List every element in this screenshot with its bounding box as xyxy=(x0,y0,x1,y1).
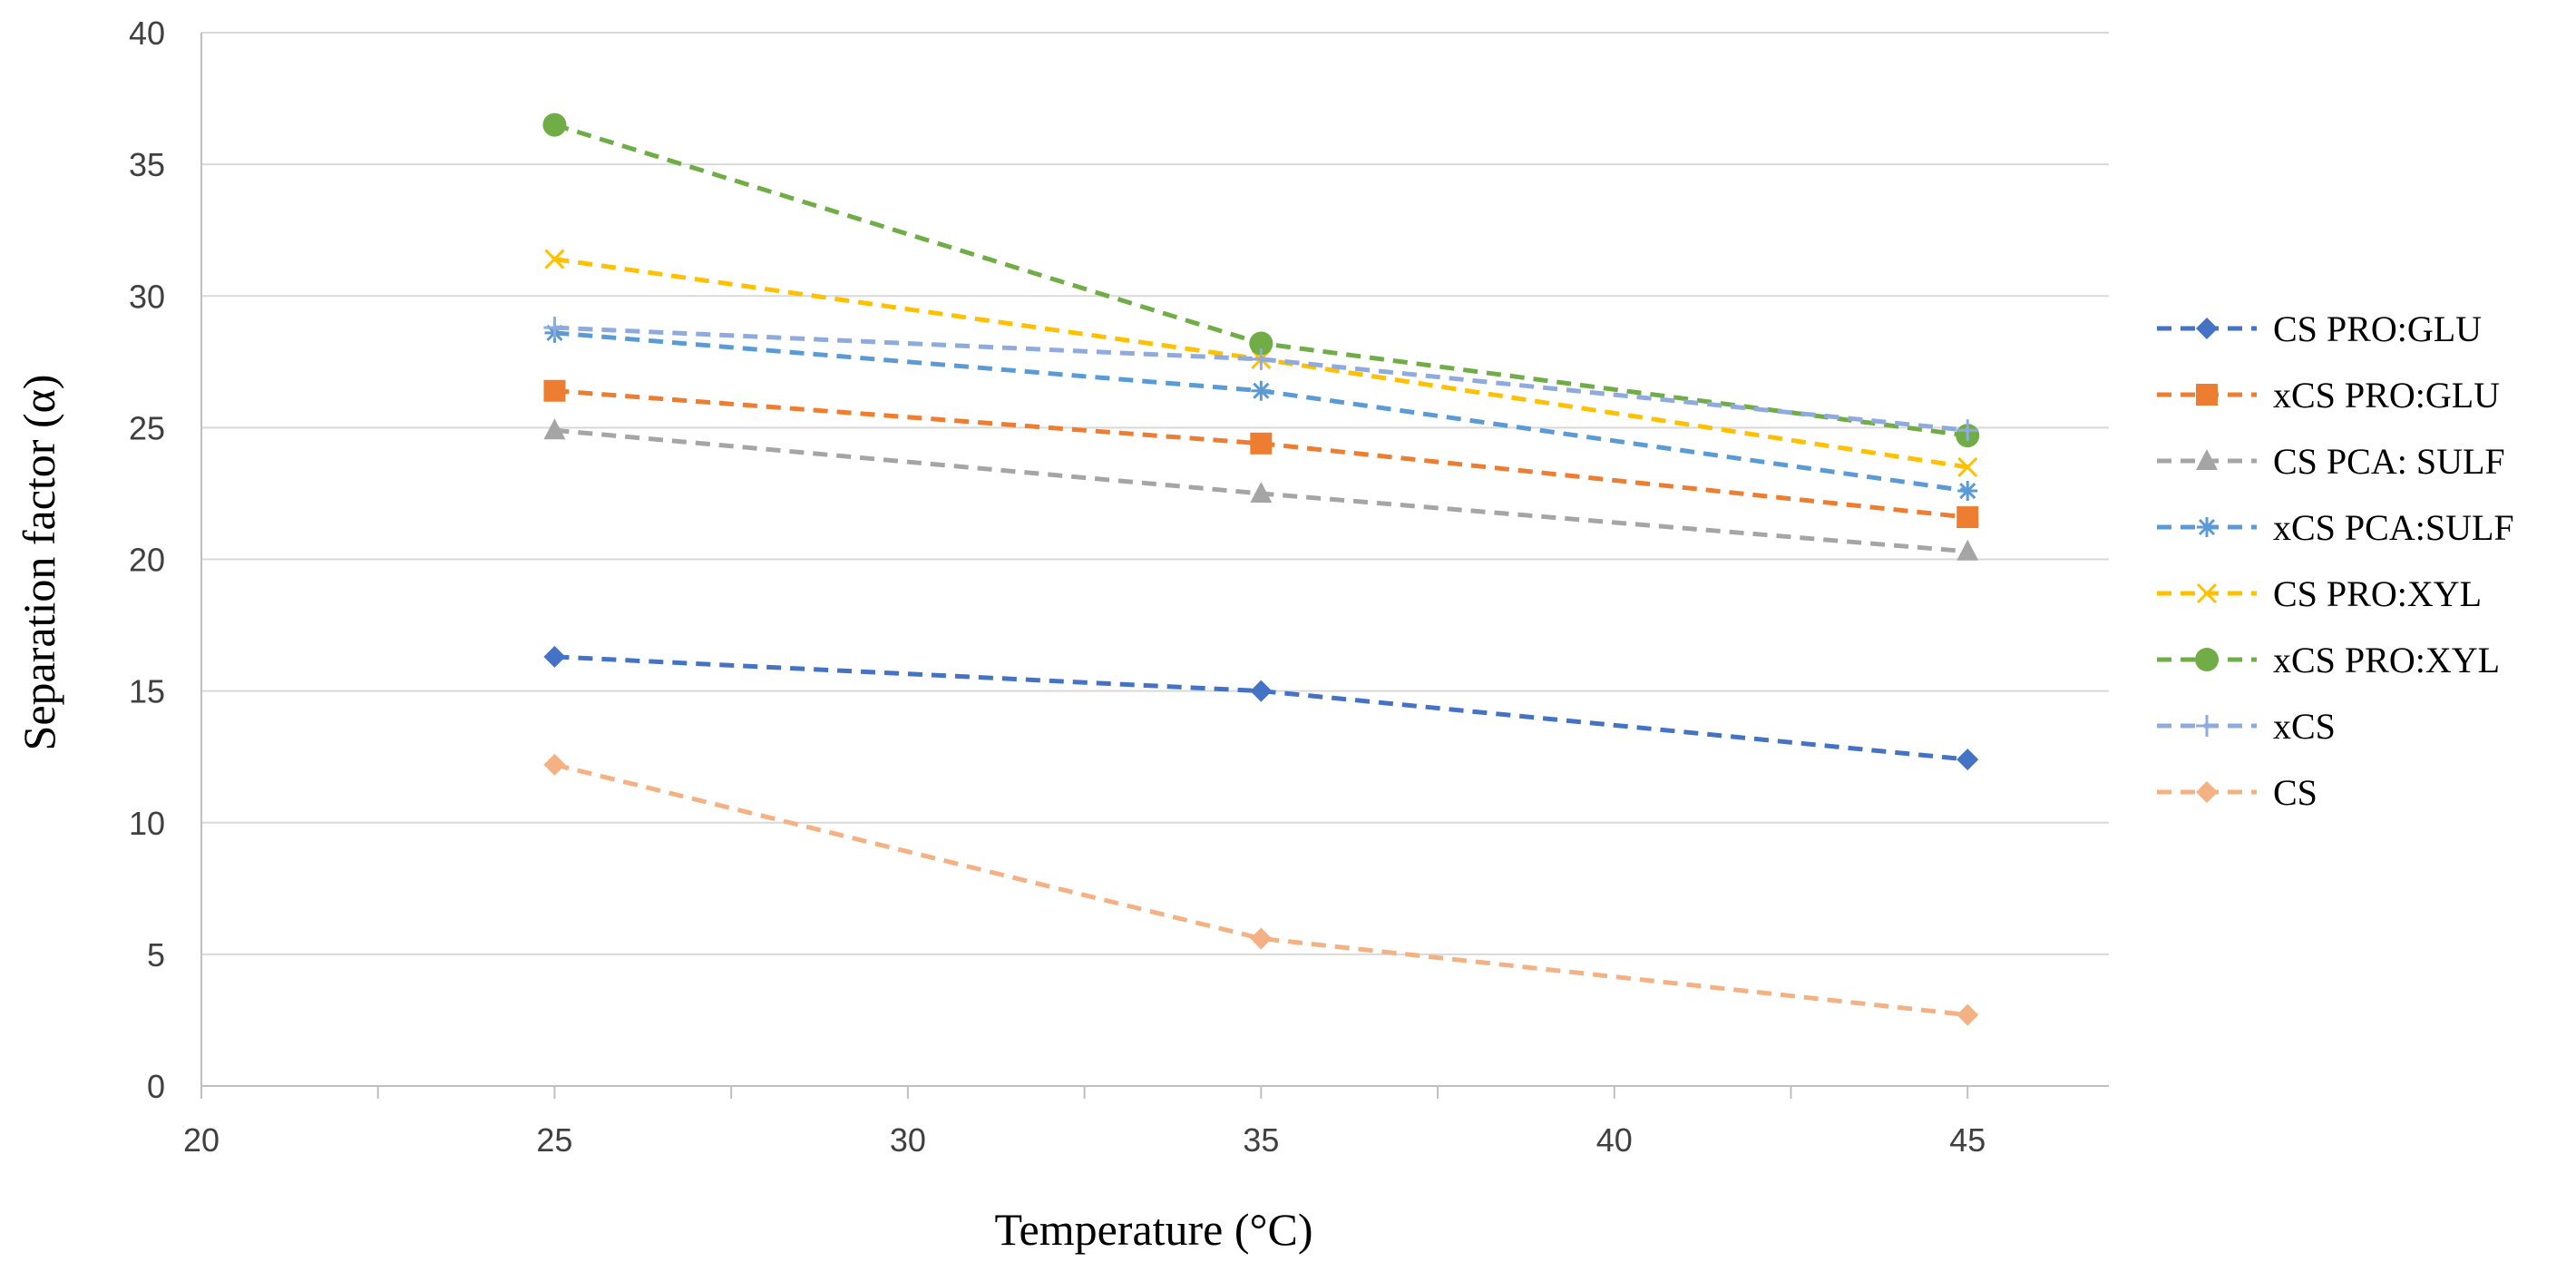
legend-item-1: xCS PRO:GLU xyxy=(2157,375,2500,416)
legend-marker-2 xyxy=(2196,449,2218,470)
x-tick-label-35: 35 xyxy=(1243,1121,1279,1159)
data-point-0-1 xyxy=(1250,680,1273,702)
legend-label-3: xCS PCA:SULF xyxy=(2273,507,2514,548)
legend-marker-6 xyxy=(2196,715,2218,737)
y-tick-label-35: 35 xyxy=(129,146,165,183)
legend-item-3: xCS PCA:SULF xyxy=(2157,507,2514,548)
legend-label-1: xCS PRO:GLU xyxy=(2273,375,2500,416)
y-tick-label-20: 20 xyxy=(129,542,165,579)
x-tick-label-40: 40 xyxy=(1596,1121,1633,1159)
data-point-0-2 xyxy=(1956,749,1979,771)
series-1 xyxy=(543,379,1979,529)
y-axis-title: Separation factor (α) xyxy=(14,375,64,751)
y-tick-label-30: 30 xyxy=(129,278,165,315)
data-point-6-1 xyxy=(1250,347,1273,370)
data-point-2-0 xyxy=(543,418,566,440)
data-point-5-1 xyxy=(1249,331,1273,356)
legend-label-2: CS PCA: SULF xyxy=(2273,441,2505,482)
tick-labels: 0 5 10 15 20 25 30 35 40 20 25 30 35 40 45 xyxy=(129,15,1986,1159)
legend-label-5: xCS PRO:XYL xyxy=(2273,640,2500,680)
legend-item-7: CS xyxy=(2157,772,2317,813)
y-tick-label-10: 10 xyxy=(129,805,165,842)
legend-item-5: xCS PRO:XYL xyxy=(2157,640,2500,680)
legend-item-4: CS PRO:XYL xyxy=(2157,573,2482,614)
data-point-4-2 xyxy=(1957,456,1978,477)
legend-item-2: CS PCA: SULF xyxy=(2157,441,2505,482)
data-point-2-1 xyxy=(1250,481,1273,503)
data-point-6-0 xyxy=(543,317,566,339)
x-axis-title: Temperature (°C) xyxy=(994,1204,1312,1255)
x-tick-label-20: 20 xyxy=(183,1121,220,1159)
legend-label-0: CS PRO:GLU xyxy=(2273,308,2482,349)
y-tick-label-40: 40 xyxy=(129,15,165,52)
series-0 xyxy=(543,645,1979,771)
data-point-1-0 xyxy=(543,379,566,402)
legend: CS PRO:GLU xCS PRO:GLU CS PCA: SULF xCS PCA… xyxy=(2157,308,2514,813)
data-point-5-0 xyxy=(542,113,567,137)
y-tick-label-5: 5 xyxy=(147,936,165,974)
data-point-2-2 xyxy=(1956,539,1979,561)
legend-label-7: CS xyxy=(2273,772,2317,813)
data-point-7-0 xyxy=(543,753,566,776)
x-tick-label-30: 30 xyxy=(890,1121,926,1159)
legend-marker-1 xyxy=(2196,384,2218,406)
series-line-6 xyxy=(554,325,1968,433)
data-point-1-2 xyxy=(1956,506,1979,529)
legend-label-4: CS PRO:XYL xyxy=(2273,573,2482,614)
series-line-0 xyxy=(554,654,1968,762)
data-point-7-1 xyxy=(1250,927,1273,950)
legend-marker-0 xyxy=(2196,318,2218,339)
grid-lines xyxy=(201,32,2109,955)
y-tick-label-25: 25 xyxy=(129,409,165,446)
data-point-3-2 xyxy=(1957,481,1978,502)
legend-marker-3 xyxy=(2197,517,2217,537)
data-point-1-1 xyxy=(1250,432,1273,455)
series-6 xyxy=(543,317,1979,442)
legend-marker-4 xyxy=(2196,582,2218,604)
x-tick-label-45: 45 xyxy=(1949,1121,1986,1159)
data-point-0-0 xyxy=(543,645,566,668)
legend-marker-7 xyxy=(2196,781,2218,803)
data-point-7-2 xyxy=(1956,1003,1979,1026)
series-2 xyxy=(543,418,1979,561)
y-tick-label-15: 15 xyxy=(129,673,165,710)
series-line-7 xyxy=(553,762,1968,1018)
legend-label-6: xCS xyxy=(2273,706,2336,747)
data-point-4-0 xyxy=(544,249,565,269)
x-tick-label-25: 25 xyxy=(536,1121,572,1159)
legend-item-0: CS PRO:GLU xyxy=(2157,308,2482,349)
legend-item-6: xCS xyxy=(2157,706,2336,747)
y-tick-label-0: 0 xyxy=(147,1068,165,1105)
series-7 xyxy=(543,753,1979,1026)
legend-marker-5 xyxy=(2195,648,2219,671)
data-point-6-2 xyxy=(1956,419,1979,442)
data-point-3-1 xyxy=(1251,380,1272,401)
series-group xyxy=(542,113,1980,1026)
axes xyxy=(200,33,2109,1099)
